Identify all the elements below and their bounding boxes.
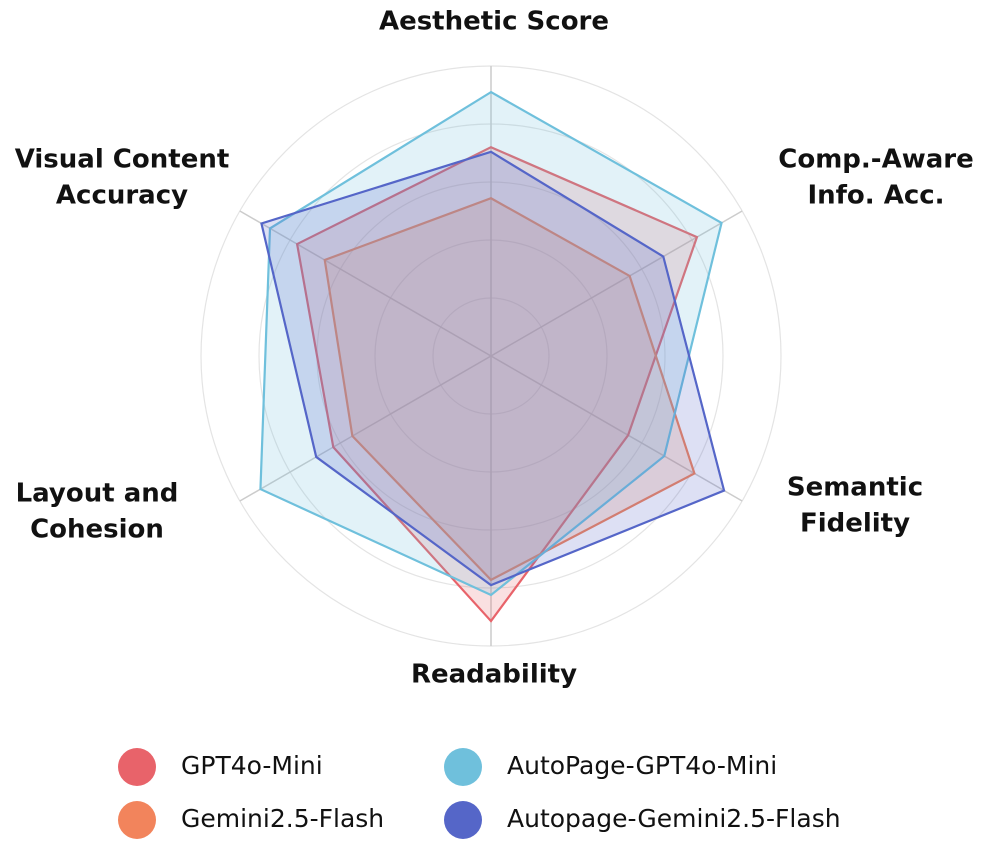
legend-marker: [444, 801, 482, 839]
axis-spoke: [239, 355, 492, 502]
legend-label: Autopage-Gemini2.5-Flash: [507, 804, 841, 833]
series-area: [260, 150, 726, 587]
axis-spoke: [490, 355, 743, 502]
axis-label: Readability: [411, 660, 577, 690]
axis-label: Accuracy: [56, 181, 188, 211]
legend-label: GPT4o-Mini: [181, 751, 323, 780]
axis-label: Layout and: [16, 479, 179, 509]
axis-label: Visual Content: [15, 145, 230, 175]
series-area: [323, 197, 696, 582]
axis-label: Comp.-Aware: [778, 145, 973, 175]
legend-marker: [118, 801, 156, 839]
axis-spoke: [490, 210, 743, 357]
axis-label: Semantic: [787, 473, 923, 503]
axis-label: Aesthetic Score: [379, 7, 609, 37]
axis-label: Fidelity: [800, 509, 910, 539]
series-area: [259, 90, 723, 597]
legend-label: Gemini2.5-Flash: [181, 804, 384, 833]
legend-label: AutoPage-GPT4o-Mini: [507, 751, 777, 780]
axis-label: Cohesion: [30, 515, 164, 545]
legend-marker: [118, 748, 156, 786]
axis-spoke: [239, 210, 492, 357]
axis-label: Info. Acc.: [807, 181, 944, 211]
legend-marker: [444, 748, 482, 786]
series-area: [295, 145, 699, 623]
